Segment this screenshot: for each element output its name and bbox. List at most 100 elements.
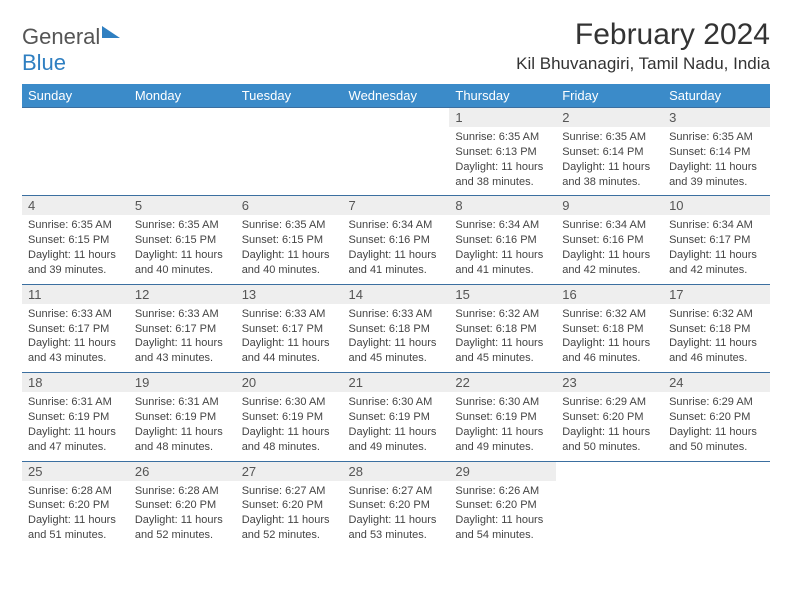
day-number-cell: 4: [22, 196, 129, 216]
day-number-cell: 1: [449, 108, 556, 128]
daylight-line: Daylight: 11 hours and 38 minutes.: [455, 160, 550, 190]
sunset-line: Sunset: 6:16 PM: [562, 233, 657, 248]
daylight-line: Daylight: 11 hours and 49 minutes.: [349, 425, 444, 455]
day-number-cell: 9: [556, 196, 663, 216]
daylight-line: Daylight: 11 hours and 41 minutes.: [455, 248, 550, 278]
sunrise-line: Sunrise: 6:35 AM: [562, 130, 657, 145]
sunrise-line: Sunrise: 6:33 AM: [242, 307, 337, 322]
daylight-line: Daylight: 11 hours and 48 minutes.: [242, 425, 337, 455]
day-number-cell: 18: [22, 373, 129, 393]
header: General Blue February 2024 Kil Bhuvanagi…: [22, 18, 770, 76]
sunset-line: Sunset: 6:14 PM: [562, 145, 657, 160]
day-number-cell: [236, 108, 343, 128]
day-detail-cell: Sunrise: 6:28 AMSunset: 6:20 PMDaylight:…: [22, 481, 129, 549]
day-number-cell: [663, 461, 770, 481]
sunset-line: Sunset: 6:19 PM: [28, 410, 123, 425]
day-detail-cell: [343, 127, 450, 196]
day-number-cell: 27: [236, 461, 343, 481]
sunset-line: Sunset: 6:20 PM: [135, 498, 230, 513]
day-detail-cell: Sunrise: 6:28 AMSunset: 6:20 PMDaylight:…: [129, 481, 236, 549]
day-number-cell: [556, 461, 663, 481]
day-number-cell: 16: [556, 284, 663, 304]
daylight-line: Daylight: 11 hours and 44 minutes.: [242, 336, 337, 366]
sunset-line: Sunset: 6:16 PM: [455, 233, 550, 248]
sunset-line: Sunset: 6:13 PM: [455, 145, 550, 160]
day-detail-cell: Sunrise: 6:27 AMSunset: 6:20 PMDaylight:…: [236, 481, 343, 549]
daylight-line: Daylight: 11 hours and 46 minutes.: [562, 336, 657, 366]
day-detail-cell: Sunrise: 6:35 AMSunset: 6:15 PMDaylight:…: [236, 215, 343, 284]
sunrise-line: Sunrise: 6:30 AM: [349, 395, 444, 410]
logo-word2: Blue: [22, 50, 66, 75]
sunset-line: Sunset: 6:20 PM: [562, 410, 657, 425]
sunrise-line: Sunrise: 6:32 AM: [455, 307, 550, 322]
daylight-line: Daylight: 11 hours and 52 minutes.: [135, 513, 230, 543]
daylight-line: Daylight: 11 hours and 45 minutes.: [455, 336, 550, 366]
sunrise-line: Sunrise: 6:26 AM: [455, 484, 550, 499]
sunrise-line: Sunrise: 6:35 AM: [28, 218, 123, 233]
sunset-line: Sunset: 6:14 PM: [669, 145, 764, 160]
logo-triangle-icon: [102, 26, 120, 38]
day-detail-row: Sunrise: 6:31 AMSunset: 6:19 PMDaylight:…: [22, 392, 770, 461]
day-number-cell: 23: [556, 373, 663, 393]
sunrise-line: Sunrise: 6:35 AM: [242, 218, 337, 233]
daylight-line: Daylight: 11 hours and 39 minutes.: [28, 248, 123, 278]
calendar-table: SundayMondayTuesdayWednesdayThursdayFrid…: [22, 84, 770, 549]
sunset-line: Sunset: 6:15 PM: [135, 233, 230, 248]
day-detail-cell: Sunrise: 6:33 AMSunset: 6:17 PMDaylight:…: [129, 304, 236, 373]
day-detail-cell: [556, 481, 663, 549]
day-detail-cell: Sunrise: 6:35 AMSunset: 6:14 PMDaylight:…: [663, 127, 770, 196]
daylight-line: Daylight: 11 hours and 43 minutes.: [28, 336, 123, 366]
day-detail-cell: Sunrise: 6:32 AMSunset: 6:18 PMDaylight:…: [449, 304, 556, 373]
sunrise-line: Sunrise: 6:33 AM: [135, 307, 230, 322]
sunrise-line: Sunrise: 6:33 AM: [349, 307, 444, 322]
sunset-line: Sunset: 6:17 PM: [28, 322, 123, 337]
weekday-header: Monday: [129, 84, 236, 108]
day-detail-cell: Sunrise: 6:35 AMSunset: 6:14 PMDaylight:…: [556, 127, 663, 196]
sunrise-line: Sunrise: 6:32 AM: [669, 307, 764, 322]
day-detail-cell: Sunrise: 6:34 AMSunset: 6:16 PMDaylight:…: [556, 215, 663, 284]
day-number-cell: 29: [449, 461, 556, 481]
daylight-line: Daylight: 11 hours and 45 minutes.: [349, 336, 444, 366]
day-number-cell: 24: [663, 373, 770, 393]
day-detail-cell: Sunrise: 6:29 AMSunset: 6:20 PMDaylight:…: [663, 392, 770, 461]
day-detail-cell: Sunrise: 6:35 AMSunset: 6:13 PMDaylight:…: [449, 127, 556, 196]
day-number-row: 2526272829: [22, 461, 770, 481]
day-number-cell: 3: [663, 108, 770, 128]
sunrise-line: Sunrise: 6:31 AM: [135, 395, 230, 410]
daylight-line: Daylight: 11 hours and 49 minutes.: [455, 425, 550, 455]
day-detail-cell: Sunrise: 6:34 AMSunset: 6:17 PMDaylight:…: [663, 215, 770, 284]
day-detail-cell: Sunrise: 6:33 AMSunset: 6:18 PMDaylight:…: [343, 304, 450, 373]
day-number-cell: [343, 108, 450, 128]
day-number-cell: 12: [129, 284, 236, 304]
daylight-line: Daylight: 11 hours and 40 minutes.: [135, 248, 230, 278]
day-number-cell: 28: [343, 461, 450, 481]
sunset-line: Sunset: 6:20 PM: [349, 498, 444, 513]
sunset-line: Sunset: 6:19 PM: [455, 410, 550, 425]
daylight-line: Daylight: 11 hours and 40 minutes.: [242, 248, 337, 278]
day-number-cell: 6: [236, 196, 343, 216]
day-number-cell: 11: [22, 284, 129, 304]
daylight-line: Daylight: 11 hours and 46 minutes.: [669, 336, 764, 366]
sunset-line: Sunset: 6:20 PM: [28, 498, 123, 513]
day-detail-cell: Sunrise: 6:27 AMSunset: 6:20 PMDaylight:…: [343, 481, 450, 549]
sunrise-line: Sunrise: 6:34 AM: [349, 218, 444, 233]
day-detail-cell: [236, 127, 343, 196]
day-detail-cell: Sunrise: 6:35 AMSunset: 6:15 PMDaylight:…: [22, 215, 129, 284]
daylight-line: Daylight: 11 hours and 53 minutes.: [349, 513, 444, 543]
logo-word1: General: [22, 24, 100, 49]
weekday-header: Saturday: [663, 84, 770, 108]
daylight-line: Daylight: 11 hours and 54 minutes.: [455, 513, 550, 543]
day-detail-cell: Sunrise: 6:33 AMSunset: 6:17 PMDaylight:…: [236, 304, 343, 373]
day-detail-cell: Sunrise: 6:26 AMSunset: 6:20 PMDaylight:…: [449, 481, 556, 549]
day-detail-cell: Sunrise: 6:32 AMSunset: 6:18 PMDaylight:…: [556, 304, 663, 373]
sunset-line: Sunset: 6:20 PM: [669, 410, 764, 425]
sunrise-line: Sunrise: 6:34 AM: [562, 218, 657, 233]
location: Kil Bhuvanagiri, Tamil Nadu, India: [516, 54, 770, 74]
day-number-cell: 13: [236, 284, 343, 304]
sunrise-line: Sunrise: 6:29 AM: [669, 395, 764, 410]
daylight-line: Daylight: 11 hours and 50 minutes.: [669, 425, 764, 455]
day-number-cell: 22: [449, 373, 556, 393]
daylight-line: Daylight: 11 hours and 41 minutes.: [349, 248, 444, 278]
day-detail-cell: Sunrise: 6:34 AMSunset: 6:16 PMDaylight:…: [343, 215, 450, 284]
sunset-line: Sunset: 6:18 PM: [455, 322, 550, 337]
